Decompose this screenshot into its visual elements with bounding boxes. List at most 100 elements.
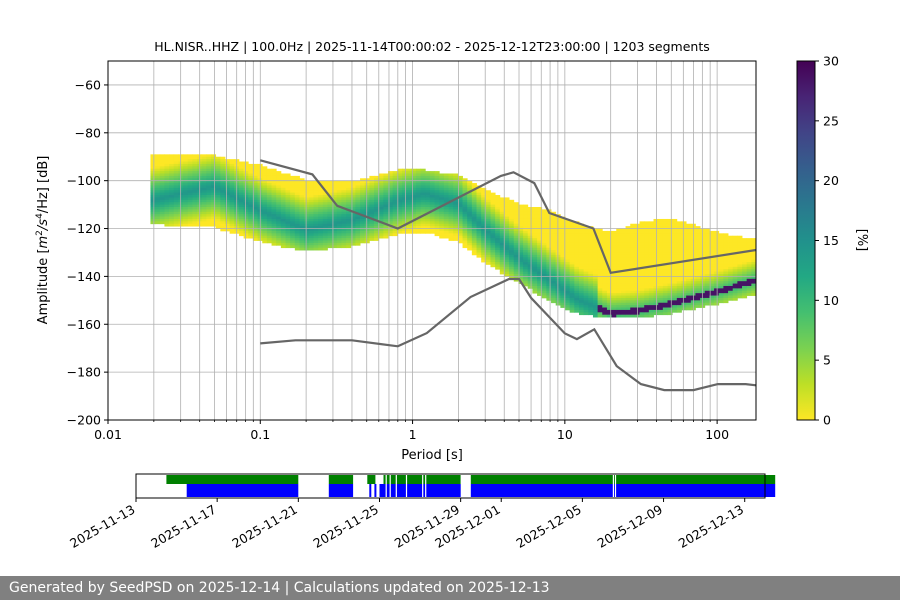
heatmap-cell bbox=[439, 202, 445, 205]
heatmap-cell bbox=[299, 202, 305, 205]
heatmap-cell bbox=[374, 185, 380, 189]
heatmap-cell bbox=[294, 228, 300, 232]
heatmap-cell bbox=[276, 238, 282, 241]
heatmap-cell bbox=[439, 233, 445, 237]
heatmap-cell bbox=[504, 209, 510, 213]
heatmap-cell bbox=[597, 290, 603, 294]
heatmap-cell bbox=[252, 209, 258, 213]
heatmap-cell bbox=[620, 281, 626, 284]
heatmap-cell bbox=[369, 226, 375, 229]
heatmap-cell bbox=[238, 226, 245, 229]
heatmap-cell bbox=[434, 228, 440, 232]
heatmap-cell bbox=[243, 211, 249, 215]
heatmap-cell bbox=[625, 300, 631, 304]
heatmap-cell bbox=[495, 214, 501, 217]
heatmap-cell bbox=[434, 173, 440, 177]
heatmap-cell bbox=[453, 228, 459, 232]
heatmap-cell bbox=[499, 221, 505, 225]
heatmap-cell bbox=[439, 192, 445, 196]
heatmap-cell bbox=[569, 228, 575, 232]
heatmap-cell bbox=[308, 223, 314, 227]
heatmap-cell bbox=[164, 206, 170, 210]
heatmap-cell bbox=[294, 226, 300, 229]
heatmap-cell bbox=[169, 183, 175, 186]
heatmap-cell bbox=[290, 235, 296, 239]
heatmap-cell bbox=[164, 183, 170, 186]
heatmap-cell bbox=[686, 295, 692, 299]
heatmap-cell bbox=[578, 278, 585, 282]
heatmap-cell bbox=[173, 202, 179, 205]
heatmap-cell bbox=[630, 276, 636, 280]
heatmap-cell bbox=[271, 235, 277, 239]
heatmap-cell bbox=[495, 240, 501, 244]
heatmap-cell bbox=[578, 264, 585, 268]
heatmap-cell bbox=[471, 242, 477, 246]
heatmap-cell bbox=[695, 300, 701, 304]
heatmap-cell bbox=[541, 252, 547, 256]
heatmap-cell bbox=[211, 161, 217, 165]
heatmap-cell bbox=[453, 192, 459, 196]
heatmap-cell bbox=[355, 204, 361, 208]
heatmap-cell bbox=[397, 221, 403, 225]
heatmap-cell bbox=[243, 202, 249, 205]
heatmap-cell bbox=[308, 235, 314, 239]
heatmap-cell bbox=[653, 290, 659, 294]
heatmap-cell bbox=[672, 257, 678, 261]
heatmap-cell bbox=[434, 226, 440, 229]
heatmap-cell bbox=[574, 302, 580, 306]
heatmap-cell bbox=[616, 285, 622, 289]
heatmap-cell bbox=[546, 259, 552, 263]
heatmap-cell bbox=[565, 283, 571, 287]
heatmap-cell bbox=[248, 178, 254, 182]
heatmap-cell bbox=[462, 238, 468, 241]
heatmap-cell bbox=[350, 214, 356, 217]
heatmap-cell bbox=[392, 209, 398, 213]
heatmap-cell bbox=[513, 259, 519, 263]
heatmap-cell bbox=[229, 221, 235, 225]
heatmap-cell bbox=[322, 211, 328, 215]
heatmap-cell bbox=[523, 278, 529, 282]
heatmap-cell bbox=[411, 185, 417, 189]
heatmap-cell bbox=[238, 204, 245, 208]
heatmap-cell bbox=[630, 300, 636, 304]
heatmap-cell bbox=[220, 171, 226, 174]
heatmap-cell bbox=[224, 163, 231, 167]
heatmap-cell bbox=[499, 266, 505, 270]
heatmap-cell bbox=[592, 305, 599, 308]
heatmap-cell bbox=[667, 230, 673, 234]
heatmap-cell bbox=[574, 305, 580, 308]
heatmap-cell bbox=[616, 283, 622, 287]
heatmap-cell bbox=[583, 295, 589, 299]
heatmap-cell bbox=[686, 285, 692, 289]
heatmap-cell bbox=[271, 214, 277, 217]
heatmap-cell bbox=[732, 281, 738, 284]
heatmap-cell bbox=[532, 206, 538, 210]
heatmap-cell bbox=[443, 173, 449, 177]
heatmap-cell bbox=[280, 185, 286, 189]
heatmap-cell bbox=[211, 221, 217, 225]
heatmap-cell bbox=[294, 223, 300, 227]
heatmap-cell bbox=[192, 199, 198, 203]
heatmap-cell bbox=[648, 290, 654, 294]
heatmap-cell bbox=[658, 230, 664, 234]
heatmap-cell bbox=[597, 247, 603, 251]
heatmap-cell bbox=[625, 283, 631, 287]
heatmap-cell bbox=[574, 309, 580, 313]
heatmap-cell bbox=[658, 266, 664, 270]
heatmap-cell bbox=[262, 173, 268, 177]
heatmap-cell bbox=[695, 242, 701, 246]
heatmap-cell bbox=[523, 281, 529, 284]
heatmap-cell bbox=[467, 226, 473, 229]
coverage-frame bbox=[135, 473, 766, 499]
heatmap-cell bbox=[499, 247, 505, 251]
coverage-gap bbox=[614, 475, 617, 497]
heatmap-cell bbox=[411, 190, 417, 194]
heatmap-cell bbox=[341, 185, 347, 189]
heatmap-cell bbox=[211, 187, 217, 191]
heatmap-cell bbox=[476, 247, 482, 251]
heatmap-cell bbox=[714, 274, 720, 277]
heatmap-cell bbox=[457, 206, 463, 210]
heatmap-cell bbox=[569, 295, 575, 299]
heatmap-cell bbox=[415, 173, 422, 177]
y-tick-label: −120 bbox=[67, 221, 101, 236]
